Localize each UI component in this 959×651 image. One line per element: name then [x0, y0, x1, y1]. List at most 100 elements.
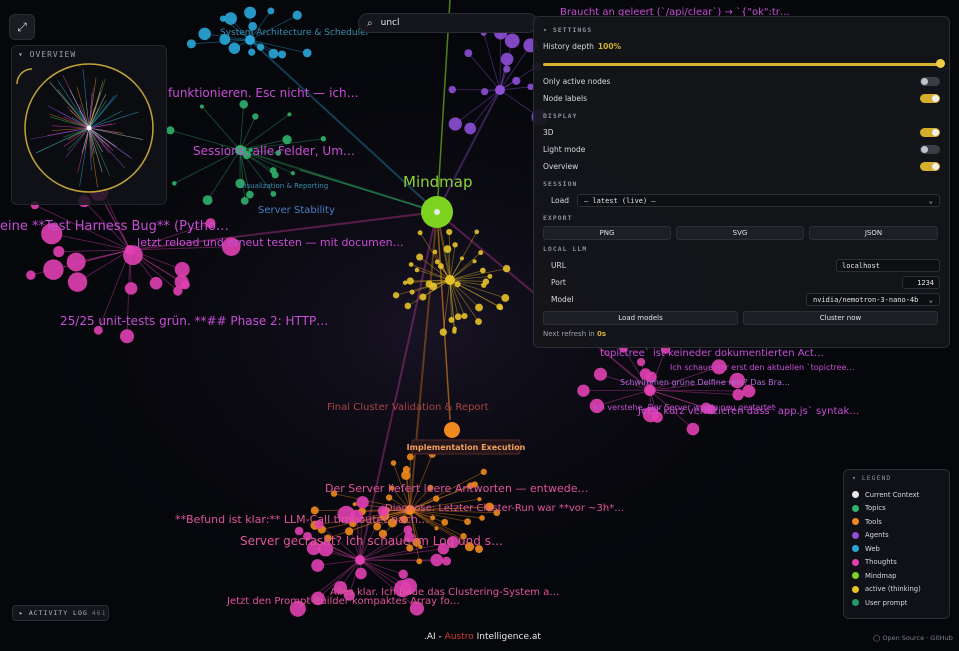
graph-node[interactable] [198, 27, 211, 41]
graph-node[interactable] [477, 497, 482, 502]
graph-node[interactable] [417, 230, 423, 236]
graph-node[interactable] [460, 533, 467, 540]
graph-node[interactable] [416, 558, 423, 565]
graph-node[interactable] [439, 328, 448, 336]
graph-node[interactable] [430, 515, 436, 521]
graph-node[interactable] [349, 509, 364, 524]
load-models-button[interactable]: Load models [543, 311, 738, 325]
graph-node[interactable] [475, 303, 483, 312]
graph-node[interactable] [239, 99, 249, 109]
graph-node[interactable] [205, 218, 216, 229]
graph-node[interactable] [464, 122, 477, 135]
graph-node[interactable] [414, 267, 420, 273]
graph-node[interactable] [378, 529, 388, 539]
graph-node[interactable] [434, 259, 440, 265]
graph-node[interactable] [244, 6, 257, 19]
graph-node[interactable] [320, 136, 327, 142]
graph-node[interactable] [504, 33, 520, 49]
graph-node[interactable] [282, 134, 292, 145]
graph-node[interactable] [464, 518, 471, 526]
only-active-nodes-toggle[interactable] [920, 77, 940, 86]
graph-node[interactable] [275, 150, 282, 156]
graph-node[interactable] [642, 406, 659, 423]
overview-minimap[interactable] [12, 60, 166, 204]
graph-node[interactable] [373, 522, 382, 531]
graph-node[interactable] [636, 357, 646, 367]
port-input[interactable]: 1234 [902, 276, 940, 289]
graph-node[interactable] [500, 52, 514, 66]
slider-thumb[interactable] [936, 59, 945, 68]
graph-node[interactable] [427, 484, 434, 491]
graph-node[interactable] [448, 85, 457, 94]
graph-node[interactable] [404, 302, 412, 310]
github-link[interactable]: ◯ Open Source · GitHub [873, 634, 953, 642]
graph-node[interactable] [41, 223, 63, 245]
graph-node[interactable] [479, 267, 486, 274]
graph-node[interactable] [172, 181, 177, 186]
graph-node[interactable] [268, 48, 279, 59]
graph-node[interactable] [355, 555, 365, 565]
graph-node[interactable] [356, 496, 369, 509]
graph-node[interactable] [589, 398, 605, 414]
graph-node[interactable] [311, 559, 325, 572]
graph-node[interactable] [442, 556, 452, 566]
graph-node[interactable] [180, 280, 190, 290]
graph-node[interactable] [482, 278, 490, 285]
graph-node[interactable] [461, 312, 468, 320]
graph-node[interactable] [294, 526, 304, 536]
graph-node[interactable] [290, 171, 295, 176]
graph-node[interactable] [311, 591, 325, 606]
graph-node[interactable] [402, 465, 411, 474]
graph-node[interactable] [480, 468, 487, 476]
three-d-toggle[interactable] [920, 128, 940, 137]
graph-node[interactable] [404, 532, 415, 543]
graph-node[interactable] [199, 104, 204, 109]
graph-node[interactable] [464, 49, 473, 58]
search-bar[interactable]: ⌕ [358, 13, 538, 33]
graph-node[interactable] [408, 262, 414, 267]
graph-node[interactable] [43, 259, 64, 280]
graph-node[interactable] [452, 329, 457, 334]
graph-node[interactable] [645, 385, 655, 395]
graph-node[interactable] [393, 580, 412, 598]
export-svg-button[interactable]: SVG [676, 226, 804, 240]
graph-node[interactable] [503, 65, 511, 73]
graph-node[interactable] [310, 506, 319, 515]
graph-node[interactable] [416, 253, 424, 261]
graph-node[interactable] [306, 541, 321, 556]
graph-node[interactable] [256, 43, 265, 51]
overview-panel[interactable]: ▾ OVERVIEW [11, 45, 167, 205]
graph-node[interactable] [475, 545, 483, 554]
graph-node[interactable] [448, 316, 455, 323]
graph-node[interactable] [452, 242, 458, 248]
graph-node[interactable] [235, 145, 245, 155]
graph-node[interactable] [390, 460, 397, 466]
graph-node[interactable] [425, 280, 433, 288]
graph-node[interactable] [252, 113, 259, 120]
graph-node[interactable] [224, 12, 237, 25]
graph-node[interactable] [443, 245, 452, 254]
graph-node[interactable] [67, 272, 88, 292]
graph-node[interactable] [292, 10, 302, 20]
graph-node[interactable] [202, 195, 213, 206]
graph-node[interactable] [729, 372, 746, 389]
graph-node[interactable] [418, 544, 423, 550]
graph-node[interactable] [302, 48, 312, 58]
export-json-button[interactable]: JSON [809, 226, 938, 240]
graph-node[interactable] [464, 542, 475, 552]
light-mode-toggle[interactable] [920, 145, 940, 154]
graph-node[interactable] [409, 601, 425, 616]
graph-node[interactable] [352, 502, 357, 507]
graph-node[interactable] [248, 147, 253, 153]
graph-node[interactable] [93, 325, 103, 335]
graph-node[interactable] [430, 553, 444, 567]
graph-node[interactable] [406, 277, 414, 285]
graph-node[interactable] [267, 7, 275, 15]
graph-node[interactable] [406, 544, 414, 552]
graph-node[interactable] [478, 250, 484, 256]
graph-node[interactable] [446, 536, 459, 549]
graph-node[interactable] [405, 505, 415, 515]
graph-node[interactable] [186, 39, 196, 49]
graph-node[interactable] [343, 589, 355, 601]
graph-node[interactable] [119, 329, 135, 344]
